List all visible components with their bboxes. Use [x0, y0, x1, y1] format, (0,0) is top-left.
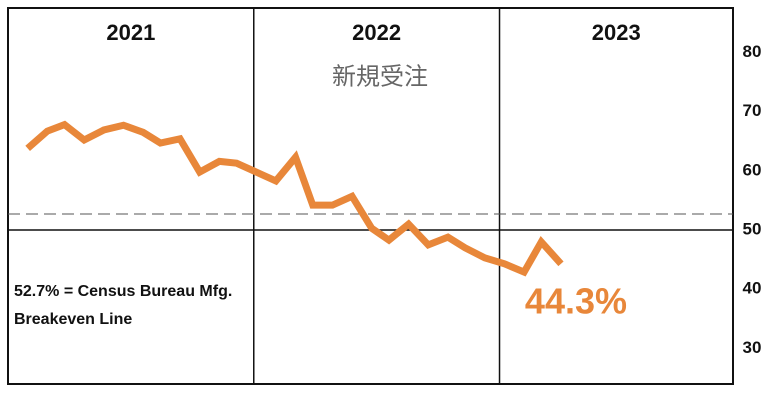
- data-line: [25, 120, 564, 277]
- x-tick-label: 2022: [352, 20, 401, 45]
- x-tick-label: 2021: [106, 20, 155, 45]
- y-tick-label: 50: [743, 220, 762, 239]
- y-tick-label: 70: [743, 101, 762, 120]
- annotation: 52.7% = Census Bureau Mfg.: [14, 283, 232, 300]
- x-tick-label: 2023: [592, 20, 641, 45]
- y-tick-label: 40: [743, 279, 762, 298]
- value-label: 44.3%: [525, 280, 627, 321]
- annotation: Breakeven Line: [14, 311, 132, 328]
- y-tick-label: 60: [743, 160, 762, 179]
- y-tick-label: 30: [743, 338, 762, 357]
- y-tick-label: 80: [743, 42, 762, 61]
- chart-title: 新規受注: [332, 63, 428, 90]
- plot-frame: [7, 7, 734, 385]
